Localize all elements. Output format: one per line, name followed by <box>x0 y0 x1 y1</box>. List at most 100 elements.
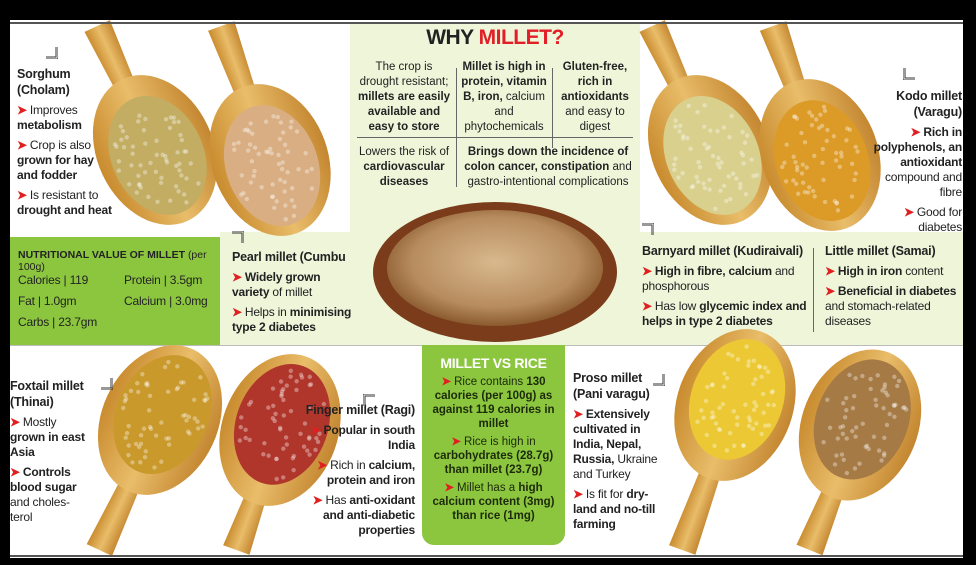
text-segment: Rice is high in <box>464 436 536 448</box>
bullet-point: ➤ Beneficial in diabetes and stomach-rela… <box>825 284 960 329</box>
corner-mark-icon <box>232 231 244 243</box>
proso-heading: Proso millet (Pani varagu) <box>573 370 658 402</box>
foxtail-heading: Foxtail millet (Thinai) <box>10 378 85 410</box>
text-segment: grown for hay and fodder <box>17 153 94 182</box>
foxtail-millet-info: Foxtail millet (Thinai) ➤ Mostly grown in … <box>10 378 85 525</box>
text-segment: High in iron <box>838 264 902 278</box>
top-rule <box>10 22 963 24</box>
bullet-arrow-icon: ➤ <box>10 465 20 479</box>
text-segment: millets are easily available and easy to… <box>358 91 450 133</box>
bullet-arrow-icon: ➤ <box>441 376 451 388</box>
bullet-arrow-icon: ➤ <box>573 407 583 421</box>
nutrition-title-text: NUTRITIONAL VALUE OF MILLET <box>18 249 185 261</box>
text-segment: Beneficial in diabetes <box>838 284 956 298</box>
kodo-millet-info: Kodo millet (Varagu) ➤ Rich in polyphenols… <box>865 88 962 235</box>
pearl-millet-info: Pearl millet (Cumbu ➤ Widely grown variety… <box>232 249 352 335</box>
text-segment: Has low <box>655 299 699 313</box>
bullet-point: ➤ Helps in minimising type 2 diabetes <box>232 305 352 335</box>
bullet-arrow-icon: ➤ <box>10 415 20 429</box>
divider <box>456 147 457 187</box>
bullet-arrow-icon: ➤ <box>17 188 27 202</box>
bullet-arrow-icon: ➤ <box>573 487 583 501</box>
text-segment: drought and heat <box>17 203 112 217</box>
text-segment: Rice contains <box>454 376 526 388</box>
text-segment: High in fibre, calcium <box>655 264 772 278</box>
title-text: WHY <box>426 26 478 49</box>
little-heading: Little millet (Samai) <box>825 243 960 259</box>
nutrition-calcium: Calcium | 3.0mg <box>124 294 207 309</box>
bullet-point: ➤ Improves metabolism <box>17 103 112 133</box>
text-segment: grown in east Asia <box>10 430 85 459</box>
barnyard-millet-info: Barnyard millet (Kudiraivali) ➤ High in fi… <box>642 243 812 329</box>
text-segment: Gluten-free, rich in antioxidants <box>561 61 629 103</box>
bullet-arrow-icon: ➤ <box>317 458 327 472</box>
bullet-point: ➤ Has anti-oxidant and anti-diabetic prop… <box>292 493 415 538</box>
bullet-point: ➤ Mostly grown in east Asia <box>10 415 85 460</box>
text-segment: cardiovascular diseases <box>363 161 444 188</box>
text-segment: Mostly <box>23 415 56 429</box>
bottom-rule <box>10 555 963 557</box>
text-segment: and easy to digest <box>565 106 624 133</box>
text-segment: Good for diabetes <box>917 205 962 234</box>
bullet-arrow-icon: ➤ <box>313 493 323 507</box>
text-segment: of millet <box>269 285 312 299</box>
vs-point: ➤ Millet has a high calcium content (3mg)… <box>428 481 559 523</box>
rice-bowl <box>373 202 617 342</box>
bullet-arrow-icon: ➤ <box>311 423 321 437</box>
bullet-point: ➤ High in iron content <box>825 264 960 279</box>
nutrition-protein: Protein | 3.5gm <box>124 273 202 288</box>
corner-mark-icon <box>653 374 665 386</box>
bullet-arrow-icon: ➤ <box>642 264 652 278</box>
why-point-gluten: Gluten-free, rich in antioxidants and ea… <box>555 60 635 135</box>
bullet-arrow-icon: ➤ <box>825 284 835 298</box>
nutrition-title: NUTRITIONAL VALUE OF MILLET (per 100g) <box>18 249 220 273</box>
text-segment: Rich in <box>330 458 368 472</box>
text-segment: Crop is also <box>30 138 91 152</box>
bullet-point: ➤ Rich in calcium, protein and iron <box>292 458 415 488</box>
text-segment: Brings down the incidence of colon cance… <box>464 146 628 173</box>
text-segment: Helps in <box>245 305 290 319</box>
little-millet-info: Little millet (Samai) ➤ High in iron conte… <box>825 243 960 329</box>
bullet-arrow-icon: ➤ <box>642 299 652 313</box>
why-point-colon: Brings down the incidence of colon cance… <box>458 145 638 190</box>
text-segment: Improves <box>30 103 78 117</box>
why-millet-title: WHY MILLET? <box>350 26 640 50</box>
text-segment: metabolism <box>17 118 82 132</box>
text-segment: compound and fibre <box>885 170 962 199</box>
why-point-cardio: Lowers the risk of cardiovascular diseas… <box>355 145 453 190</box>
corner-mark-icon <box>642 223 654 235</box>
bullet-arrow-icon: ➤ <box>232 270 242 284</box>
text-segment: Millet has a <box>457 482 518 494</box>
bullet-arrow-icon: ➤ <box>232 305 242 319</box>
finger-millet-info: Finger millet (Ragi) ➤ Popular in south In… <box>292 402 415 538</box>
bullet-point: ➤ Controls blood sugar and choles-terol <box>10 465 85 525</box>
bullet-point: ➤ Is fit for dry-land and no-till farming <box>573 487 658 532</box>
nutrition-fat: Fat | 1.0gm <box>18 294 76 309</box>
nutrition-carbs: Carbs | 23.7gm <box>18 315 97 330</box>
text-segment: Lowers the risk of <box>359 146 449 158</box>
kodo-heading: Kodo millet (Varagu) <box>865 88 962 120</box>
corner-mark-icon <box>101 378 113 390</box>
divider <box>813 248 814 332</box>
sorghum-info: Sorghum (Cholam) ➤ Improves metabolism ➤ Cro… <box>17 66 112 218</box>
bullet-point: ➤ Has low glycemic index and helps in typ… <box>642 299 812 329</box>
bullet-point: ➤ Rich in polyphenols, an antioxidant com… <box>865 125 962 200</box>
millet-vs-rice-box: MILLET VS RICE ➤ Rice contains 130 calori… <box>422 345 565 545</box>
text-segment: The crop is drought resistant; <box>360 61 449 88</box>
text-segment: and stomach-related diseases <box>825 299 931 328</box>
corner-mark-icon <box>46 47 58 59</box>
bullet-point: ➤ Widely grown variety of millet <box>232 270 352 300</box>
bullet-arrow-icon: ➤ <box>17 138 27 152</box>
barnyard-heading: Barnyard millet (Kudiraivali) <box>642 243 812 259</box>
bullet-arrow-icon: ➤ <box>911 125 921 139</box>
why-point-nutrients: Millet is high in protein, vitamin B, ir… <box>458 60 550 135</box>
bullet-arrow-icon: ➤ <box>451 436 461 448</box>
sorghum-heading: Sorghum (Cholam) <box>17 66 112 98</box>
bullet-arrow-icon: ➤ <box>825 264 835 278</box>
vs-point: ➤ Rice is high in carbohydrates (28.7g) t… <box>428 435 559 477</box>
text-segment: Has <box>326 493 350 507</box>
text-segment: content <box>902 264 943 278</box>
bullet-arrow-icon: ➤ <box>17 103 27 117</box>
bullet-arrow-icon: ➤ <box>904 205 914 219</box>
corner-mark-icon <box>363 394 375 406</box>
